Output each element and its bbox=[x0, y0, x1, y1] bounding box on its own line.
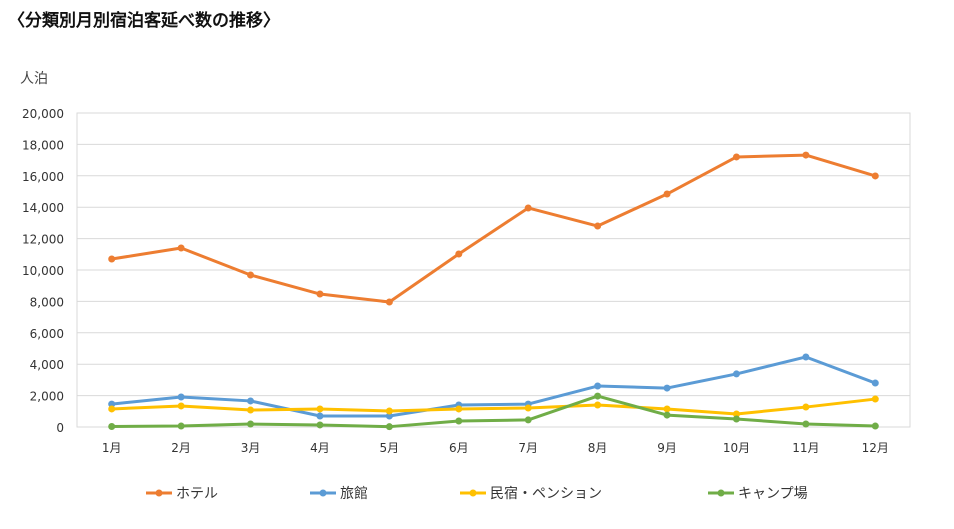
data-point bbox=[732, 153, 740, 161]
data-point bbox=[316, 421, 324, 429]
series-line-3 bbox=[111, 394, 876, 429]
data-point bbox=[316, 290, 324, 298]
data-point bbox=[247, 406, 255, 414]
data-point bbox=[385, 407, 393, 415]
data-point bbox=[455, 405, 463, 413]
data-point bbox=[177, 422, 185, 430]
x-tick-label: 8月 bbox=[588, 441, 608, 455]
series-line-2 bbox=[111, 397, 876, 416]
data-point bbox=[316, 405, 324, 413]
legend-marker bbox=[319, 489, 327, 497]
data-point bbox=[871, 172, 879, 180]
data-point bbox=[108, 255, 116, 263]
x-tick-label: 5月 bbox=[380, 441, 400, 455]
data-point bbox=[108, 423, 116, 431]
x-tick-label: 6月 bbox=[449, 441, 469, 455]
data-point bbox=[385, 412, 393, 420]
data-point bbox=[455, 250, 463, 258]
data-point bbox=[594, 392, 602, 400]
data-point bbox=[732, 370, 740, 378]
data-point bbox=[177, 402, 185, 410]
x-tick-label: 2月 bbox=[171, 441, 191, 455]
y-tick-label: 18,000 bbox=[22, 138, 64, 152]
y-tick-label: 8,000 bbox=[30, 295, 64, 309]
data-point bbox=[594, 401, 602, 409]
legend-marker bbox=[717, 489, 725, 497]
data-point bbox=[732, 410, 740, 418]
data-point bbox=[802, 420, 810, 428]
y-tick-label: 6,000 bbox=[30, 327, 64, 341]
data-point bbox=[524, 204, 532, 212]
legend-label: ホテル bbox=[176, 486, 218, 502]
data-point bbox=[247, 420, 255, 428]
chart-title: 〈分類別月別宿泊客延べ数の推移〉 bbox=[8, 11, 280, 31]
x-tick-label: 11月 bbox=[792, 441, 819, 455]
x-tick-label: 12月 bbox=[862, 441, 889, 455]
y-tick-label: 14,000 bbox=[22, 201, 64, 215]
data-point bbox=[108, 400, 116, 408]
data-point bbox=[108, 405, 116, 413]
y-tick-label: 0 bbox=[56, 421, 64, 435]
series-line-0 bbox=[111, 153, 876, 304]
legend-label: 旅館 bbox=[340, 485, 368, 502]
y-tick-label: 10,000 bbox=[22, 264, 64, 278]
data-point bbox=[663, 384, 671, 392]
series-line-1 bbox=[111, 355, 876, 418]
y-tick-label: 20,000 bbox=[22, 107, 64, 121]
data-point bbox=[663, 411, 671, 419]
data-point bbox=[802, 353, 810, 361]
y-tick-label: 2,000 bbox=[30, 390, 64, 404]
data-point bbox=[316, 412, 324, 420]
legend-marker bbox=[155, 489, 163, 497]
data-point bbox=[247, 397, 255, 405]
data-point bbox=[663, 190, 671, 198]
x-tick-label: 1月 bbox=[102, 441, 122, 455]
x-tick-label: 4月 bbox=[310, 441, 330, 455]
data-point bbox=[385, 423, 393, 431]
legend-marker bbox=[469, 489, 477, 497]
data-point bbox=[594, 222, 602, 230]
legend-label: キャンプ場 bbox=[738, 486, 808, 502]
data-point bbox=[385, 298, 393, 306]
x-tick-label: 7月 bbox=[518, 441, 538, 455]
x-tick-label: 3月 bbox=[241, 441, 261, 455]
data-point bbox=[177, 393, 185, 401]
data-point bbox=[802, 403, 810, 411]
data-point bbox=[177, 244, 185, 252]
x-tick-label: 10月 bbox=[723, 441, 750, 455]
data-point bbox=[871, 422, 879, 430]
data-point bbox=[663, 405, 671, 413]
data-point bbox=[594, 382, 602, 390]
data-point bbox=[524, 416, 532, 424]
y-tick-label: 12,000 bbox=[22, 233, 64, 247]
data-point bbox=[247, 271, 255, 279]
data-point bbox=[871, 395, 879, 403]
y-axis-unit-label: 人泊 bbox=[20, 71, 48, 87]
data-point bbox=[802, 151, 810, 159]
data-point bbox=[871, 379, 879, 387]
data-point bbox=[455, 417, 463, 425]
data-point bbox=[524, 404, 532, 412]
legend-label: 民宿・ペンション bbox=[490, 485, 602, 502]
y-tick-label: 4,000 bbox=[30, 358, 64, 372]
x-tick-label: 9月 bbox=[657, 441, 677, 455]
data-point bbox=[732, 415, 740, 423]
y-tick-label: 16,000 bbox=[22, 170, 64, 184]
